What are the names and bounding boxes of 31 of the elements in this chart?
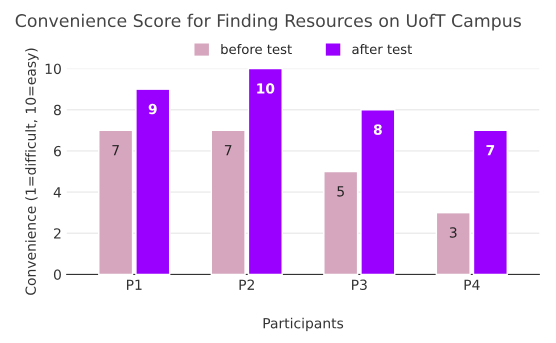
bar — [436, 212, 471, 276]
y-tick-label: 10 — [46, 64, 61, 74]
bar — [98, 130, 134, 276]
bar — [360, 109, 396, 276]
bar — [210, 130, 246, 276]
legend-label: after test — [352, 44, 412, 54]
bar — [472, 130, 508, 276]
data-label: 8 — [374, 124, 382, 135]
x-tick-label: P1 — [126, 280, 142, 290]
data-label: 7 — [224, 145, 232, 156]
y-tick-label: 4 — [54, 187, 62, 198]
legend-label: before test — [221, 44, 292, 54]
data-label: 7 — [112, 145, 119, 156]
data-label: 10 — [257, 83, 274, 94]
bar — [135, 88, 170, 276]
y-tick-label: 8 — [54, 104, 61, 116]
y-tick-label: 6 — [54, 146, 61, 156]
data-label: 3 — [450, 227, 457, 238]
y-axis-title: Convenience (1=difficult, 10=easy) — [25, 48, 39, 295]
x-axis-title: Participants — [264, 318, 344, 332]
data-label: 5 — [337, 186, 344, 197]
bar — [248, 68, 283, 276]
chart-title: Convenience Score for Finding Resources on UofT Campus — [16, 14, 521, 31]
y-tick-label: 0 — [54, 269, 61, 280]
data-label: 9 — [148, 104, 157, 114]
data-label: 7 — [486, 145, 494, 156]
x-tick-label: P4 — [464, 280, 480, 290]
x-tick-label: P3 — [352, 280, 367, 290]
x-tick-label: P2 — [240, 280, 254, 290]
bar — [323, 170, 358, 276]
y-tick-label: 2 — [54, 228, 60, 239]
